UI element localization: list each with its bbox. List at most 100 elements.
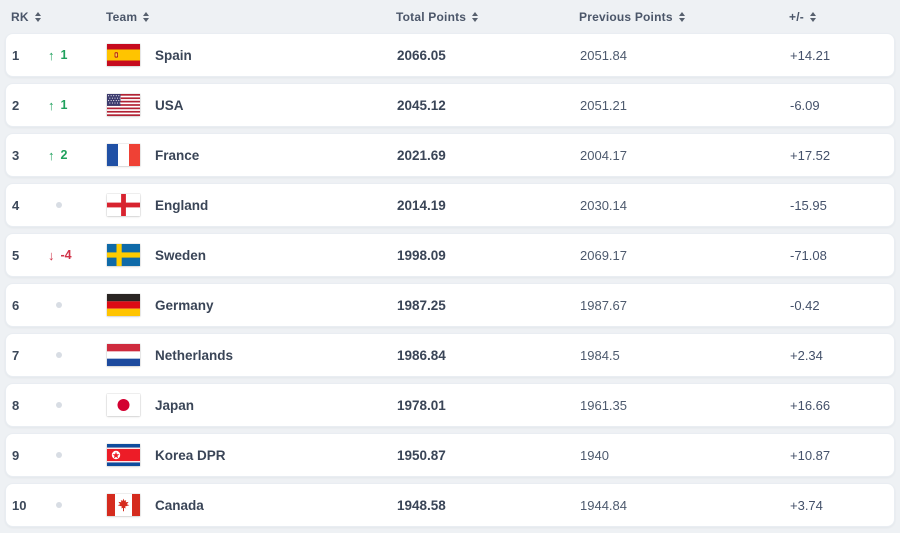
total-points: 1998.09	[397, 247, 446, 263]
total-points: 1948.58	[397, 497, 446, 513]
team-name: Sweden	[155, 247, 207, 263]
total-points: 1978.01	[397, 397, 446, 413]
points-delta: -0.42	[790, 297, 820, 313]
no-change-dot-icon	[56, 502, 62, 508]
team-flag-icon	[107, 194, 140, 216]
no-change-dot-icon	[56, 402, 62, 408]
table-header: RK Team Total Points Previous Points +/-	[5, 0, 895, 33]
points-delta: -15.95	[790, 197, 827, 213]
column-header-total-points[interactable]: Total Points	[396, 10, 579, 24]
table-row[interactable]: 8 Japan 1978.01 1961.35 +16.66	[5, 383, 895, 427]
rank-movement	[48, 502, 107, 508]
rank-value: 9	[12, 447, 20, 463]
team-name: Korea DPR	[155, 447, 226, 463]
rank-movement	[48, 452, 107, 458]
team-flag-icon	[107, 294, 140, 316]
rank-movement	[48, 302, 107, 308]
rank-value: 8	[12, 397, 20, 413]
table-row[interactable]: 1 ↑ 1 Spain 2066.05 2051.84 +14.21	[5, 33, 895, 77]
table-row[interactable]: 7 Netherlands 1986.84 1984.5 +2.34	[5, 333, 895, 377]
rank-movement: ↓ -4	[48, 248, 107, 262]
points-delta: +16.66	[790, 397, 831, 413]
points-delta: -71.08	[790, 247, 827, 263]
previous-points: 1961.35	[580, 397, 627, 413]
total-points: 1950.87	[397, 447, 446, 463]
previous-points: 2030.14	[580, 197, 627, 213]
rank-movement: ↑ 1	[48, 48, 107, 62]
points-delta: +14.21	[790, 47, 831, 63]
rank-value: 2	[12, 97, 20, 113]
team-name: France	[155, 147, 200, 163]
previous-points: 1987.67	[580, 297, 627, 313]
team-name: England	[155, 197, 209, 213]
rank-value: 3	[12, 147, 20, 163]
team-flag-icon	[107, 44, 140, 66]
team-flag-icon	[107, 344, 140, 366]
up-arrow-icon: ↑	[48, 147, 55, 163]
movement-value: -4	[60, 248, 72, 262]
column-label-total-points: Total Points	[396, 9, 467, 24]
rank-movement	[48, 402, 107, 408]
previous-points: 1984.5	[580, 347, 620, 363]
team-flag-icon	[107, 94, 140, 116]
total-points: 1986.84	[397, 347, 446, 363]
down-arrow-icon: ↓	[48, 247, 55, 263]
total-points: 1987.25	[397, 297, 446, 313]
rank-movement	[48, 352, 107, 358]
points-delta: +2.34	[790, 347, 823, 363]
up-arrow-icon: ↑	[48, 47, 55, 63]
rank-value: 1	[12, 47, 20, 63]
team-flag-icon	[107, 444, 140, 466]
column-header-team[interactable]: Team	[106, 10, 396, 24]
up-arrow-icon: ↑	[48, 97, 55, 113]
total-points: 2021.69	[397, 147, 446, 163]
movement-value: 1	[60, 48, 68, 62]
team-flag-icon	[107, 494, 140, 516]
rank-value: 7	[12, 347, 20, 363]
column-label-previous-points: Previous Points	[579, 9, 673, 24]
no-change-dot-icon	[56, 202, 62, 208]
sort-icon	[143, 11, 150, 22]
points-delta: -6.09	[790, 97, 820, 113]
no-change-dot-icon	[56, 452, 62, 458]
rank-value: 10	[12, 497, 27, 513]
team-name: Germany	[155, 297, 214, 313]
team-flag-icon	[107, 394, 140, 416]
previous-points: 1944.84	[580, 497, 627, 513]
previous-points: 2051.21	[580, 97, 627, 113]
previous-points: 2051.84	[580, 47, 627, 63]
rank-movement: ↑ 1	[48, 98, 107, 112]
column-label-team: Team	[106, 9, 138, 24]
no-change-dot-icon	[56, 302, 62, 308]
table-row[interactable]: 3 ↑ 2 France 2021.69 2004.17 +17.52	[5, 133, 895, 177]
previous-points: 1940	[580, 447, 609, 463]
table-row[interactable]: 10 Canada 1948.58 1944.84 +3.74	[5, 483, 895, 527]
team-name: Canada	[155, 497, 204, 513]
previous-points: 2004.17	[580, 147, 627, 163]
points-delta: +17.52	[790, 147, 831, 163]
total-points: 2045.12	[397, 97, 446, 113]
total-points: 2014.19	[397, 197, 446, 213]
previous-points: 2069.17	[580, 247, 627, 263]
table-row[interactable]: 5 ↓ -4 Sweden 1998.09 2069.17 -71.08	[5, 233, 895, 277]
team-name: Netherlands	[155, 347, 234, 363]
table-row[interactable]: 9 Korea DPR 1950.87 1940 +10.87	[5, 433, 895, 477]
table-row[interactable]: 2 ↑ 1 USA 2045.12 2051.21 -6.09	[5, 83, 895, 127]
movement-value: 2	[60, 148, 68, 162]
team-name: Japan	[155, 397, 195, 413]
table-row[interactable]: 6 Germany 1987.25 1987.67 -0.42	[5, 283, 895, 327]
column-header-previous-points[interactable]: Previous Points	[579, 10, 789, 24]
rank-value: 6	[12, 297, 20, 313]
table-row[interactable]: 4 England 2014.19 2030.14 -15.95	[5, 183, 895, 227]
column-header-rank[interactable]: RK	[11, 10, 106, 24]
rank-movement: ↑ 2	[48, 148, 107, 162]
ranking-rows: 1 ↑ 1 Spain 2066.05 2051.84 +14.21 2 ↑ 1 U…	[0, 33, 900, 527]
total-points: 2066.05	[397, 47, 446, 63]
sort-icon	[34, 11, 41, 22]
no-change-dot-icon	[56, 352, 62, 358]
points-delta: +10.87	[790, 447, 831, 463]
column-header-delta[interactable]: +/-	[789, 10, 895, 24]
team-flag-icon	[107, 244, 140, 266]
sort-icon	[809, 11, 816, 22]
